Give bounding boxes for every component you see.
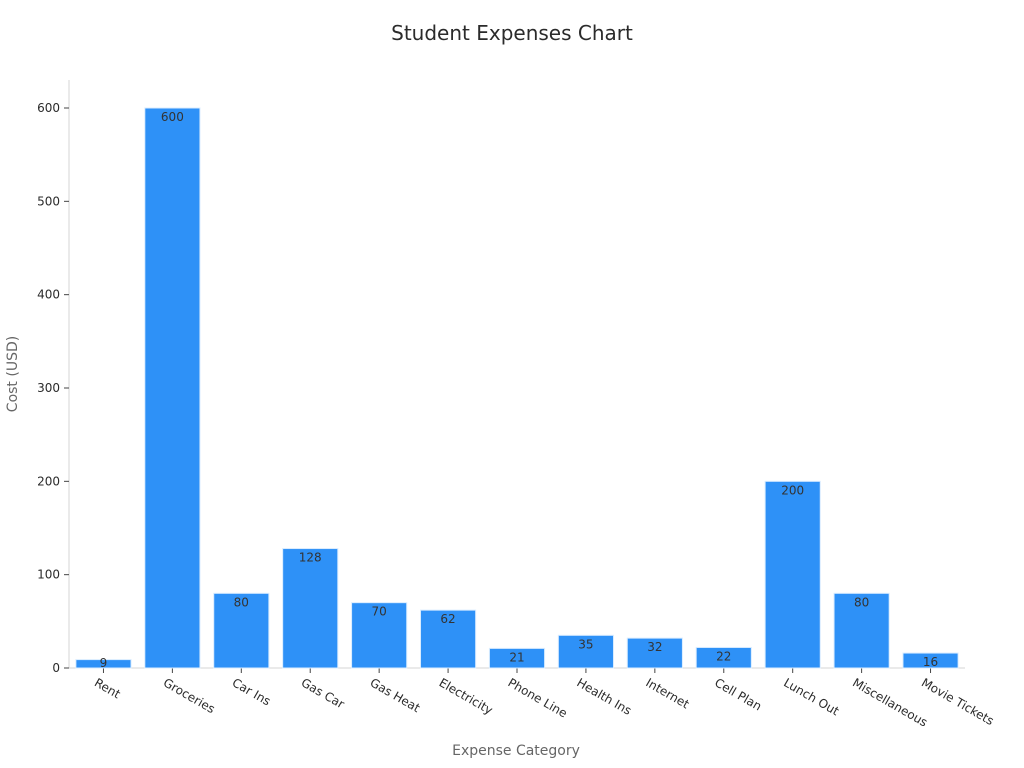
bar-value-label: 80 [854,595,869,609]
y-tick-label: 500 [37,194,60,208]
bar-value-label: 600 [161,110,184,124]
x-tick-label: Miscellaneous [850,675,930,729]
bar [420,609,477,669]
x-tick-label: Movie Tickets [919,675,996,728]
chart-title: Student Expenses Chart [391,21,633,45]
bar [351,602,408,669]
bar-value-label: 22 [716,649,731,663]
bar [213,592,270,669]
y-tick-label: 300 [37,381,60,395]
bar [626,637,683,669]
bar [488,647,546,669]
bar-value-label: 70 [372,605,387,619]
bar [695,646,752,669]
x-tick-label: Rent [92,675,123,701]
bar [764,480,821,669]
bar-value-label: 16 [923,655,938,669]
y-tick-label: 600 [37,101,60,115]
y-tick-label: 400 [37,288,60,302]
x-tick-label: Gas Heat [368,675,423,715]
bar-value-label: 32 [647,640,662,654]
x-tick-label: Gas Car [299,675,347,711]
bar-value-label: 80 [234,595,249,609]
bar [282,548,339,669]
bar [75,659,132,669]
x-tick-label: Groceries [161,675,218,716]
bar [144,107,201,669]
bar-value-label: 62 [440,612,455,626]
bar [833,592,890,669]
x-tick-label: Phone Line [506,675,570,720]
x-axis-title: Expense Category [452,743,580,759]
y-tick-label: 200 [37,474,60,488]
data-labels: 9 600 80 128 70 62 21 35 32 22 200 80 16 [100,110,939,670]
bar-value-label: 21 [509,650,524,664]
bar-value-label: 9 [100,656,108,670]
x-tick-label: Health Ins [574,675,634,717]
x-tick-label: Internet [643,675,692,711]
x-tick-label: Car Ins [230,675,273,708]
x-tick-label: Lunch Out [781,675,841,718]
bar [557,634,614,669]
y-axis-title: Cost (USD) [5,336,21,412]
x-tick-label: Cell Plan [712,675,764,713]
bar [902,652,959,669]
y-tick-label: 100 [37,568,60,582]
y-tick-label: 0 [52,661,60,675]
bar-value-label: 35 [578,637,593,651]
bar-value-label: 128 [299,551,322,565]
bars [75,107,959,669]
x-tick-label: Electricity [437,675,496,717]
bar-value-label: 200 [781,483,804,497]
